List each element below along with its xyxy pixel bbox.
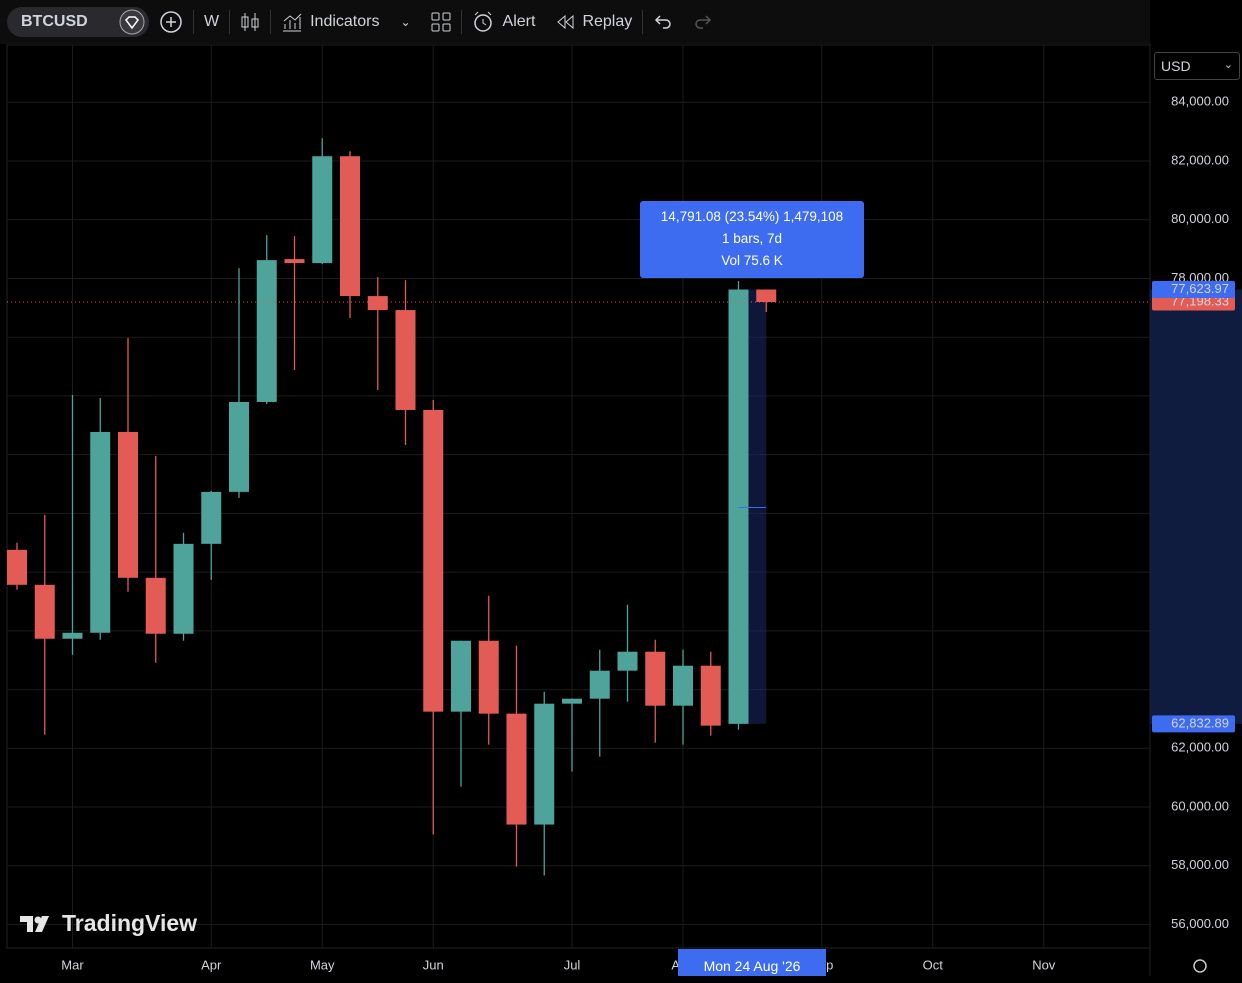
logo-icon [20,915,49,932]
logo: TradingView [20,910,197,937]
candle-body [617,651,638,671]
x-tick-label: Oct [923,957,944,972]
symbol-search[interactable]: BTCUSD [7,7,149,37]
candle-body [62,632,83,639]
y-tick-label: 80,000.00 [1171,211,1229,226]
candle-body [562,698,582,704]
redo[interactable] [693,12,713,32]
candle-body [589,670,610,699]
symbol: BTCUSD [21,13,88,30]
x-tick-label: Apr [201,957,222,972]
candle-body [756,289,777,303]
measure-tooltip: 14,791.08 (23.54%) 1,479,108 1 bars, 7d … [640,201,864,278]
layouts[interactable] [431,12,451,32]
logo-text: TradingView [62,910,198,936]
currency: USD [1161,58,1191,74]
y-tick-label: 82,000.00 [1171,152,1229,167]
price-label-box [1152,281,1235,299]
x-tick-label: Mar [61,957,84,972]
scale-highlight [1150,289,1242,724]
interval-label: W [204,13,220,30]
x-tick-label: May [310,957,335,972]
alert[interactable]: Alert [472,10,536,34]
separator [193,10,194,34]
replay[interactable]: Replay [555,12,632,32]
undo[interactable] [653,12,673,32]
alert-label: Alert [502,13,536,30]
candle-body [395,310,416,410]
candle-body [534,703,555,825]
symbol-icon [119,9,145,35]
toolbar: BTCUSD W Indicators ⌄ Alert Replay [0,0,1150,44]
candle-body [478,640,499,714]
candle-body [423,409,444,712]
price-label-box [1152,715,1235,733]
chevron: ⌄ [1223,59,1233,71]
candle-body [367,296,388,311]
candle-body [700,665,721,726]
candle-body [7,549,27,585]
chevron: ⌄ [400,15,411,29]
candle-body [90,431,111,633]
undo-icon [655,15,672,29]
separator [642,10,644,34]
separator [460,10,462,34]
price-label: 77,623.97 [1171,281,1229,296]
chart-layer: 56,000.0058,000.0060,000.0062,000.0064,0… [7,44,1242,976]
price-label: 62,832.89 [1171,715,1229,730]
candle-body [201,491,222,544]
candle-body [145,577,166,634]
measure-change: 14,791.08 (23.54%) 1,479,108 [660,209,844,224]
candle-body [284,259,305,264]
layout-icon [431,12,451,32]
crosshair-date: Mon 24 Aug '26 [678,949,826,976]
candle-body [34,584,55,639]
replay-icon [557,14,574,30]
indicators-label: Indicators [310,13,380,30]
redo-icon [695,15,712,29]
replay-label: Replay [582,13,633,30]
plus-icon [160,11,182,33]
candle-body [645,651,666,706]
x-tick-label: Nov [1032,957,1056,972]
indicators[interactable]: Indicators ⌄ [281,11,411,33]
candle-body [173,543,194,634]
candle-icon [241,13,259,31]
y-tick-label: 62,000.00 [1171,740,1229,755]
candle-body [451,640,471,712]
alert-icon [473,11,492,32]
indicators-icon [283,13,302,32]
y-tick-label: 60,000.00 [1171,798,1229,813]
candle-body [728,289,749,724]
settings-icon [1193,959,1207,973]
plot-area [6,44,1151,949]
y-tick-label: 58,000.00 [1171,857,1229,872]
candle-body [312,156,333,264]
candle-body [340,156,360,297]
candle-body [229,401,249,492]
candle-body [118,431,138,578]
candle-body [256,260,277,402]
measure-bars: 1 bars, 7d [721,231,783,246]
chart-type[interactable] [240,10,260,34]
x-tick-label: Jun [423,957,444,972]
y-tick-label: 84,000.00 [1171,94,1229,109]
candle-body [673,665,693,706]
currency-select[interactable]: USD ⌄ [1154,52,1240,80]
separator [270,10,272,34]
y-tick-label: 56,000.00 [1171,916,1229,931]
interval[interactable]: W [204,13,219,31]
candle-body [506,713,527,825]
separator [229,10,231,34]
measure-volume: Vol 75.6 K [721,253,783,268]
x-tick-label: Jul [564,957,581,972]
add-symbol[interactable] [159,10,183,34]
